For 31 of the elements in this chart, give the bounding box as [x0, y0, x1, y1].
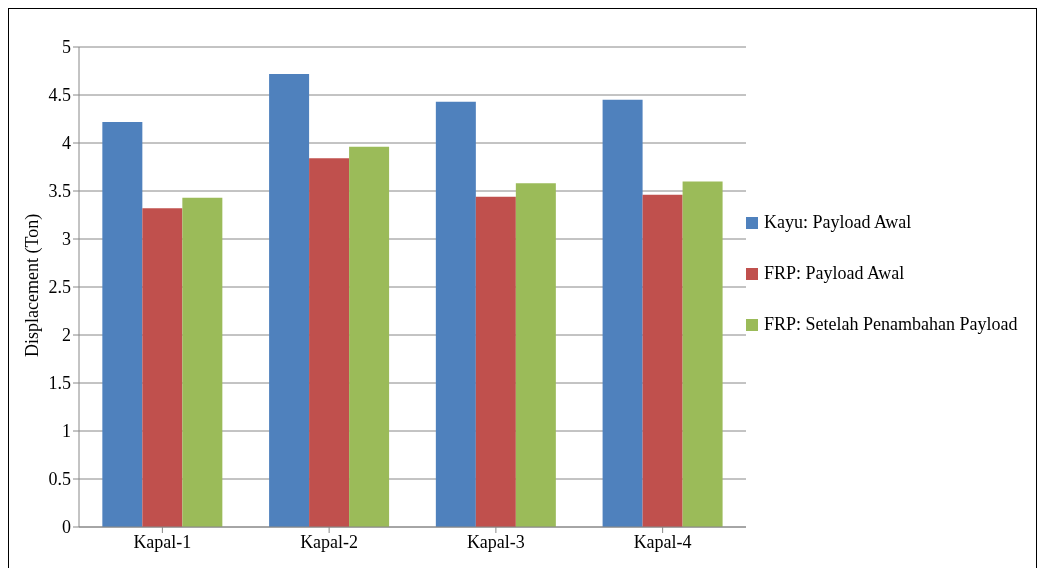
y-tick-label: 2 [62, 325, 71, 346]
bar [349, 146, 390, 527]
x-tick-label: Kapal-1 [133, 531, 192, 552]
y-axis-title: Displacement (Ton) [22, 213, 44, 357]
y-tick-label: 1 [62, 421, 71, 442]
y-tick-label: 0.5 [48, 469, 71, 490]
bar [642, 194, 683, 527]
bar [682, 181, 723, 527]
y-tick-label: 2.5 [48, 277, 71, 298]
y-tick-label: 3 [62, 229, 71, 250]
bar [602, 99, 643, 527]
bar [182, 197, 223, 527]
y-tick-label: 3.5 [48, 181, 71, 202]
x-tick-label: Kapal-3 [466, 531, 525, 552]
y-tick-label: 5 [62, 37, 71, 58]
legend-label: FRP: Setelah Penambahan Payload [764, 313, 1018, 335]
x-tick-label: Kapal-2 [300, 531, 359, 552]
legend-label: Kayu: Payload Awal [764, 211, 912, 233]
legend-label: FRP: Payload Awal [764, 262, 905, 284]
bar [102, 121, 143, 527]
bar [142, 208, 183, 527]
bar [475, 196, 516, 527]
bar [309, 158, 350, 527]
bar [435, 101, 476, 527]
bar [515, 183, 556, 527]
bar [269, 73, 310, 527]
y-tick-label: 1.5 [48, 373, 71, 394]
y-tick-label: 4.5 [48, 85, 71, 106]
x-tick-label: Kapal-4 [633, 531, 692, 552]
y-tick-label: 0 [62, 517, 71, 538]
y-tick-label: 4 [62, 133, 71, 154]
